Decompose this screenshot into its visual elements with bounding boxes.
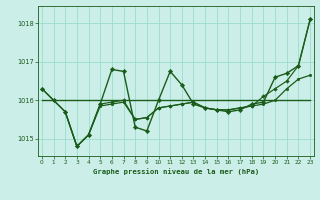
- X-axis label: Graphe pression niveau de la mer (hPa): Graphe pression niveau de la mer (hPa): [93, 168, 259, 175]
